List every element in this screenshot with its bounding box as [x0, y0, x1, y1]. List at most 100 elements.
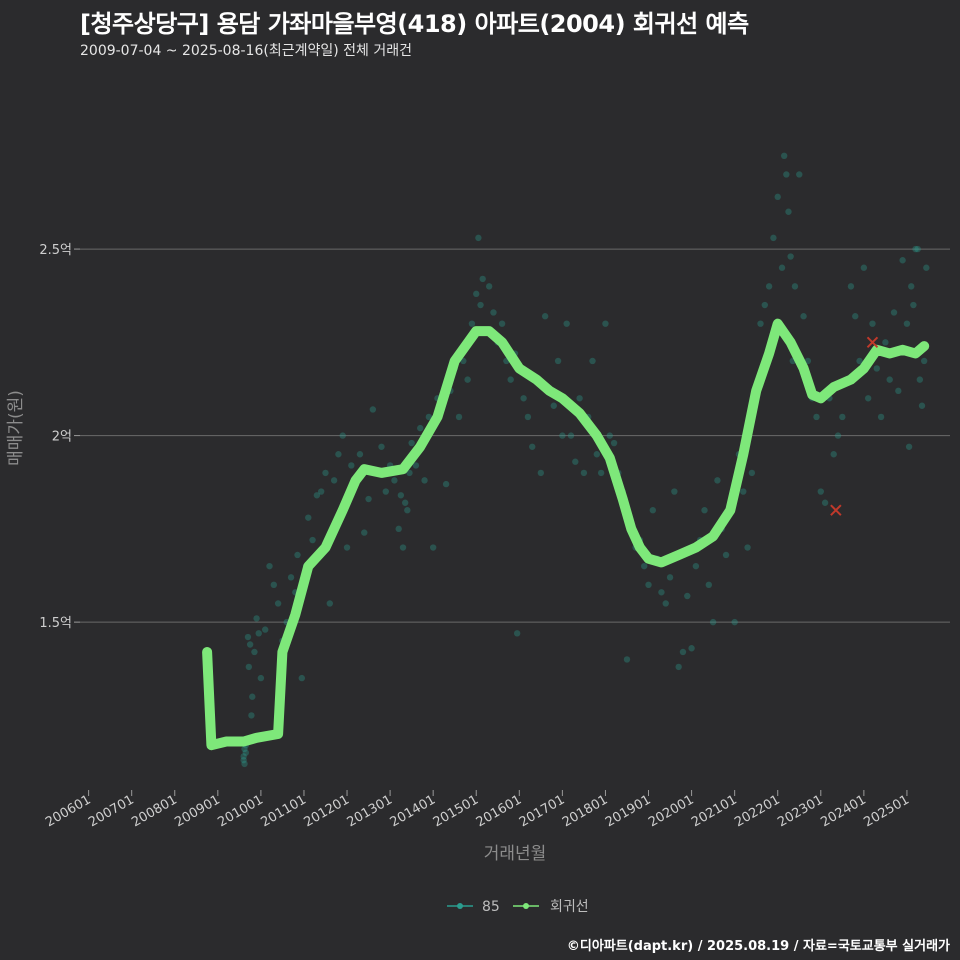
- legend-item-regression[interactable]: 회귀선: [513, 899, 589, 915]
- x-tick-label: 202401: [818, 792, 868, 830]
- scatter-point: [468, 320, 476, 327]
- scatter-point: [641, 562, 648, 570]
- scatter-point: [649, 507, 657, 514]
- scatter-point: [395, 525, 402, 533]
- scatter-point: [253, 615, 260, 622]
- x-tick-label: 201101: [258, 792, 308, 830]
- x-tick-label: 200901: [172, 792, 222, 830]
- scatter-point: [701, 507, 708, 514]
- scatter-point: [821, 499, 829, 506]
- legend: 85 회귀선: [447, 899, 589, 915]
- legend-item-85[interactable]: 85: [447, 899, 500, 915]
- y-tick-label: 2억: [52, 430, 72, 445]
- scatter-point: [391, 477, 398, 484]
- scatter-point: [365, 495, 372, 503]
- scatter-point: [882, 339, 889, 346]
- scatter-point: [744, 544, 751, 551]
- scatter-point: [485, 283, 493, 290]
- x-tick-label: 201901: [603, 792, 653, 830]
- x-tick-label: 201701: [517, 792, 567, 830]
- scatter-point: [417, 424, 424, 432]
- scatter-point: [740, 488, 747, 495]
- scatter-point: [757, 320, 764, 327]
- scatter-point: [298, 674, 306, 682]
- scatter-point: [274, 600, 282, 607]
- scatter-point: [787, 253, 794, 260]
- x-tick-label: 202301: [775, 792, 825, 830]
- scatter-point: [856, 357, 863, 365]
- scatter-point: [623, 656, 631, 663]
- x-tick-label: 200701: [86, 792, 136, 830]
- scatter-point: [610, 439, 618, 447]
- scatter-point: [572, 458, 579, 465]
- scatter-point: [429, 544, 437, 551]
- scatter-point: [908, 283, 915, 290]
- highlight-x-marker: [830, 504, 842, 516]
- scatter-point: [780, 152, 788, 160]
- scatter-point: [266, 562, 273, 570]
- legend-regression-label: 회귀선: [550, 899, 589, 915]
- x-tick-label: 201501: [431, 792, 481, 830]
- x-tick-label: 200801: [129, 792, 179, 830]
- scatter-point: [244, 633, 252, 641]
- regression-line: [202, 318, 930, 751]
- scatter-point: [910, 301, 917, 309]
- scatter-point: [477, 301, 484, 309]
- scatter-point: [834, 432, 842, 439]
- scatter-point: [406, 469, 413, 477]
- scatter-point: [330, 477, 338, 484]
- scatter-point: [261, 626, 269, 633]
- scatter-point: [421, 477, 428, 484]
- x-tick-label: 201001: [215, 792, 265, 830]
- source-caption: ©디아파트(dapt.kr) / 2025.08.19 / 자료=국토교통부 실…: [566, 939, 950, 954]
- scatter-point: [270, 581, 278, 589]
- scatter-point: [714, 477, 721, 484]
- scatter-point: [397, 492, 405, 499]
- scatter-point: [576, 395, 583, 402]
- scatter-point: [688, 645, 695, 652]
- scatter-point: [895, 387, 902, 395]
- scatter-point: [248, 712, 255, 719]
- scatter-point: [401, 499, 409, 506]
- regression-line-series: [202, 318, 930, 751]
- scatter-point: [498, 320, 506, 327]
- scatter-point: [765, 283, 773, 290]
- scatter-point: [567, 432, 575, 439]
- scatter-point: [317, 488, 325, 495]
- y-tick-label: 1.5억: [39, 616, 72, 631]
- scatter-point: [903, 320, 911, 327]
- scatter-point: [245, 663, 253, 671]
- scatter-point: [563, 320, 570, 327]
- scatter-point: [899, 257, 906, 264]
- scatter-point: [705, 581, 713, 589]
- grid-lines: [80, 248, 950, 623]
- scatter-point: [255, 630, 262, 637]
- scatter-point: [692, 562, 700, 570]
- scatter-point: [361, 529, 368, 536]
- y-axis-title: 매매가(원): [6, 390, 26, 466]
- scatter-point: [464, 376, 471, 383]
- scatter-point: [886, 376, 893, 383]
- scatter-point: [473, 290, 480, 298]
- scatter-point: [541, 313, 549, 320]
- scatter-point: [877, 413, 885, 421]
- scatter-point: [890, 309, 898, 316]
- scatter-point: [507, 376, 514, 383]
- scatter-point: [529, 443, 536, 450]
- highlight-x-marker: [866, 336, 879, 349]
- scatter-point: [839, 413, 846, 421]
- scatter-point: [709, 618, 717, 626]
- x-tick-label: 202101: [689, 792, 739, 830]
- scatter-point: [455, 413, 463, 421]
- scatter-point: [412, 462, 420, 469]
- scatter-point: [675, 663, 682, 671]
- scatter-point: [671, 488, 678, 495]
- scatter-point: [241, 760, 248, 768]
- legend-85-dot-icon: [457, 903, 463, 909]
- scatter-point: [520, 395, 527, 402]
- x-tick-label: 201601: [474, 792, 524, 830]
- scatter-point: [731, 618, 738, 626]
- legend-85-label: 85: [482, 899, 500, 915]
- scatter-point: [408, 439, 415, 447]
- scatter-series-85: [240, 152, 930, 768]
